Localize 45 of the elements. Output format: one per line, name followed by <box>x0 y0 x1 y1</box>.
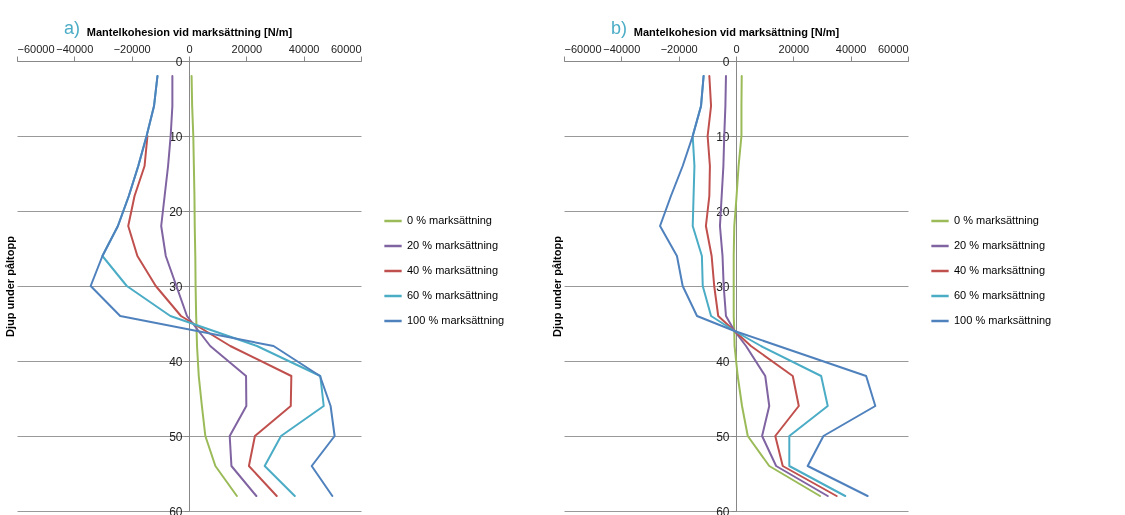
x-axis-title: Mantelkohesion vid marksättning [N/m] <box>633 25 840 38</box>
legend-label: 20 % marksättning <box>954 239 1046 251</box>
x-tick-label: 40000 <box>835 42 867 55</box>
x-tick-label: −40000 <box>603 42 641 55</box>
y-tick-label: 0 <box>722 54 730 69</box>
x-tick-label: −60000 <box>17 42 55 55</box>
line-series <box>190 75 238 497</box>
y-axis-title: Djup under påltopp <box>3 235 16 337</box>
y-tick-label: 10 <box>169 129 183 144</box>
legend-label: 20 % marksättning <box>407 239 499 251</box>
x-tick-label: 40000 <box>288 42 320 55</box>
x-tick-label: 0 <box>733 42 740 55</box>
x-tick-label: −20000 <box>660 42 698 55</box>
legend-label: 60 % marksättning <box>954 289 1046 301</box>
x-tick-label: 0 <box>186 42 193 55</box>
legend-label: 40 % marksättning <box>407 264 499 276</box>
legend-label: 40 % marksättning <box>954 264 1046 276</box>
x-tick-label: 60000 <box>330 42 362 55</box>
x-tick-label: 20000 <box>231 42 263 55</box>
y-tick-label: 20 <box>169 204 183 219</box>
chart-title: a) <box>64 18 81 38</box>
y-tick-label: 60 <box>716 504 730 515</box>
legend-label: 60 % marksättning <box>407 289 499 301</box>
legend-label: 0 % marksättning <box>407 214 492 226</box>
y-tick-label: 50 <box>716 429 730 444</box>
x-tick-label: −60000 <box>564 42 602 55</box>
x-axis-title: Mantelkohesion vid marksättning [N/m] <box>86 25 293 38</box>
y-tick-label: 0 <box>175 54 183 69</box>
y-tick-label: 40 <box>169 354 183 369</box>
legend-label: 100 % marksättning <box>954 314 1052 326</box>
chart-title: b) <box>611 18 628 38</box>
line-series <box>160 75 258 497</box>
x-tick-label: 20000 <box>778 42 810 55</box>
y-axis-title: Djup under påltopp <box>550 235 563 337</box>
legend-label: 100 % marksättning <box>407 314 505 326</box>
x-tick-label: 60000 <box>877 42 909 55</box>
y-tick-label: 50 <box>169 429 183 444</box>
y-tick-label: 40 <box>716 354 730 369</box>
x-tick-label: −40000 <box>56 42 94 55</box>
x-tick-label: −20000 <box>113 42 151 55</box>
line-series <box>718 75 829 497</box>
legend-label: 0 % marksättning <box>954 214 1039 226</box>
line-series <box>732 75 821 497</box>
line-series <box>659 75 877 497</box>
y-tick-label: 60 <box>169 504 183 515</box>
